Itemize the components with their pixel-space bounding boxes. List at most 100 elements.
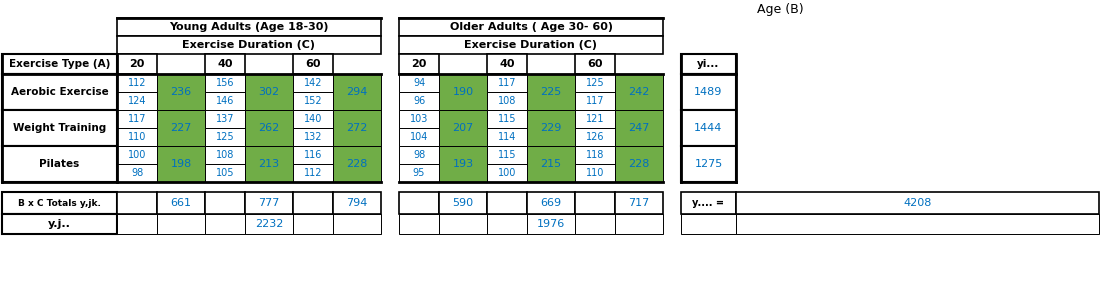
Bar bbox=[293, 74, 333, 92]
Bar bbox=[487, 128, 527, 146]
Text: 294: 294 bbox=[347, 87, 368, 97]
Bar bbox=[487, 164, 527, 182]
Bar bbox=[487, 54, 527, 74]
Text: 100: 100 bbox=[128, 150, 146, 160]
Bar bbox=[205, 128, 246, 146]
Text: 118: 118 bbox=[586, 150, 604, 160]
Text: 117: 117 bbox=[128, 114, 146, 124]
Bar bbox=[735, 214, 1099, 234]
Bar bbox=[205, 54, 246, 74]
Bar bbox=[157, 110, 205, 146]
Text: 104: 104 bbox=[410, 132, 428, 142]
Bar bbox=[2, 192, 117, 214]
Text: 110: 110 bbox=[128, 132, 146, 142]
Text: 146: 146 bbox=[216, 96, 235, 106]
Text: 1489: 1489 bbox=[695, 87, 722, 97]
Bar bbox=[2, 74, 117, 110]
Text: 193: 193 bbox=[453, 159, 473, 169]
Bar bbox=[575, 74, 615, 92]
Text: 272: 272 bbox=[347, 123, 368, 133]
Bar bbox=[246, 146, 293, 182]
Text: 112: 112 bbox=[128, 78, 146, 88]
Bar bbox=[157, 74, 205, 110]
Text: 777: 777 bbox=[259, 198, 280, 208]
Bar bbox=[333, 214, 381, 234]
Text: 4208: 4208 bbox=[903, 198, 931, 208]
Bar bbox=[157, 214, 205, 234]
Text: 1275: 1275 bbox=[695, 159, 722, 169]
Text: 207: 207 bbox=[453, 123, 473, 133]
Bar bbox=[615, 214, 663, 234]
Bar bbox=[487, 214, 527, 234]
Bar bbox=[682, 192, 735, 214]
Bar bbox=[399, 54, 439, 74]
Bar bbox=[293, 146, 333, 164]
Bar bbox=[293, 128, 333, 146]
Text: 96: 96 bbox=[413, 96, 425, 106]
Bar bbox=[205, 146, 246, 164]
Text: 98: 98 bbox=[413, 150, 425, 160]
Bar bbox=[682, 110, 735, 146]
Text: 121: 121 bbox=[586, 114, 604, 124]
Text: 98: 98 bbox=[131, 168, 143, 178]
Text: Weight Training: Weight Training bbox=[13, 123, 106, 133]
Bar bbox=[439, 146, 487, 182]
Text: 108: 108 bbox=[498, 96, 516, 106]
Bar bbox=[682, 74, 735, 110]
Bar bbox=[487, 74, 527, 92]
Bar bbox=[399, 214, 439, 234]
Text: 717: 717 bbox=[629, 198, 650, 208]
Bar bbox=[117, 146, 157, 164]
Text: y.j..: y.j.. bbox=[48, 219, 70, 229]
Bar bbox=[117, 92, 157, 110]
Text: 236: 236 bbox=[171, 87, 192, 97]
Text: Aerobic Exercise: Aerobic Exercise bbox=[11, 87, 108, 97]
Text: 213: 213 bbox=[259, 159, 280, 169]
Text: 302: 302 bbox=[259, 87, 280, 97]
Bar bbox=[117, 54, 157, 74]
Text: 125: 125 bbox=[586, 78, 604, 88]
Bar bbox=[205, 110, 246, 128]
Text: 669: 669 bbox=[541, 198, 562, 208]
Bar bbox=[487, 110, 527, 128]
Bar bbox=[117, 214, 157, 234]
Bar bbox=[399, 146, 439, 164]
Text: 126: 126 bbox=[586, 132, 604, 142]
Text: 40: 40 bbox=[499, 59, 515, 69]
Text: 140: 140 bbox=[304, 114, 323, 124]
Text: 1976: 1976 bbox=[537, 219, 565, 229]
Bar bbox=[246, 110, 293, 146]
Text: Exercise Type (A): Exercise Type (A) bbox=[9, 59, 110, 69]
Bar bbox=[117, 36, 381, 54]
Bar bbox=[527, 214, 575, 234]
Bar bbox=[117, 110, 157, 128]
Text: 60: 60 bbox=[305, 59, 320, 69]
Text: 228: 228 bbox=[629, 159, 650, 169]
Bar bbox=[575, 54, 615, 74]
Text: 95: 95 bbox=[413, 168, 425, 178]
Bar bbox=[735, 192, 1099, 214]
Bar bbox=[293, 92, 333, 110]
Text: 229: 229 bbox=[541, 123, 562, 133]
Bar bbox=[399, 18, 663, 36]
Bar bbox=[682, 214, 735, 234]
Text: 117: 117 bbox=[498, 78, 516, 88]
Text: 117: 117 bbox=[586, 96, 604, 106]
Text: 124: 124 bbox=[128, 96, 146, 106]
Text: 262: 262 bbox=[259, 123, 280, 133]
Text: 215: 215 bbox=[541, 159, 562, 169]
Bar bbox=[439, 74, 487, 110]
Text: 60: 60 bbox=[587, 59, 602, 69]
Text: 100: 100 bbox=[498, 168, 516, 178]
Bar bbox=[293, 110, 333, 128]
Bar bbox=[399, 164, 439, 182]
Text: 115: 115 bbox=[498, 150, 516, 160]
Text: 190: 190 bbox=[453, 87, 473, 97]
Bar bbox=[2, 110, 117, 146]
Bar bbox=[615, 192, 663, 214]
Bar bbox=[205, 192, 246, 214]
Text: 125: 125 bbox=[216, 132, 235, 142]
Bar bbox=[575, 146, 615, 164]
Bar bbox=[682, 54, 735, 74]
Text: 115: 115 bbox=[498, 114, 516, 124]
